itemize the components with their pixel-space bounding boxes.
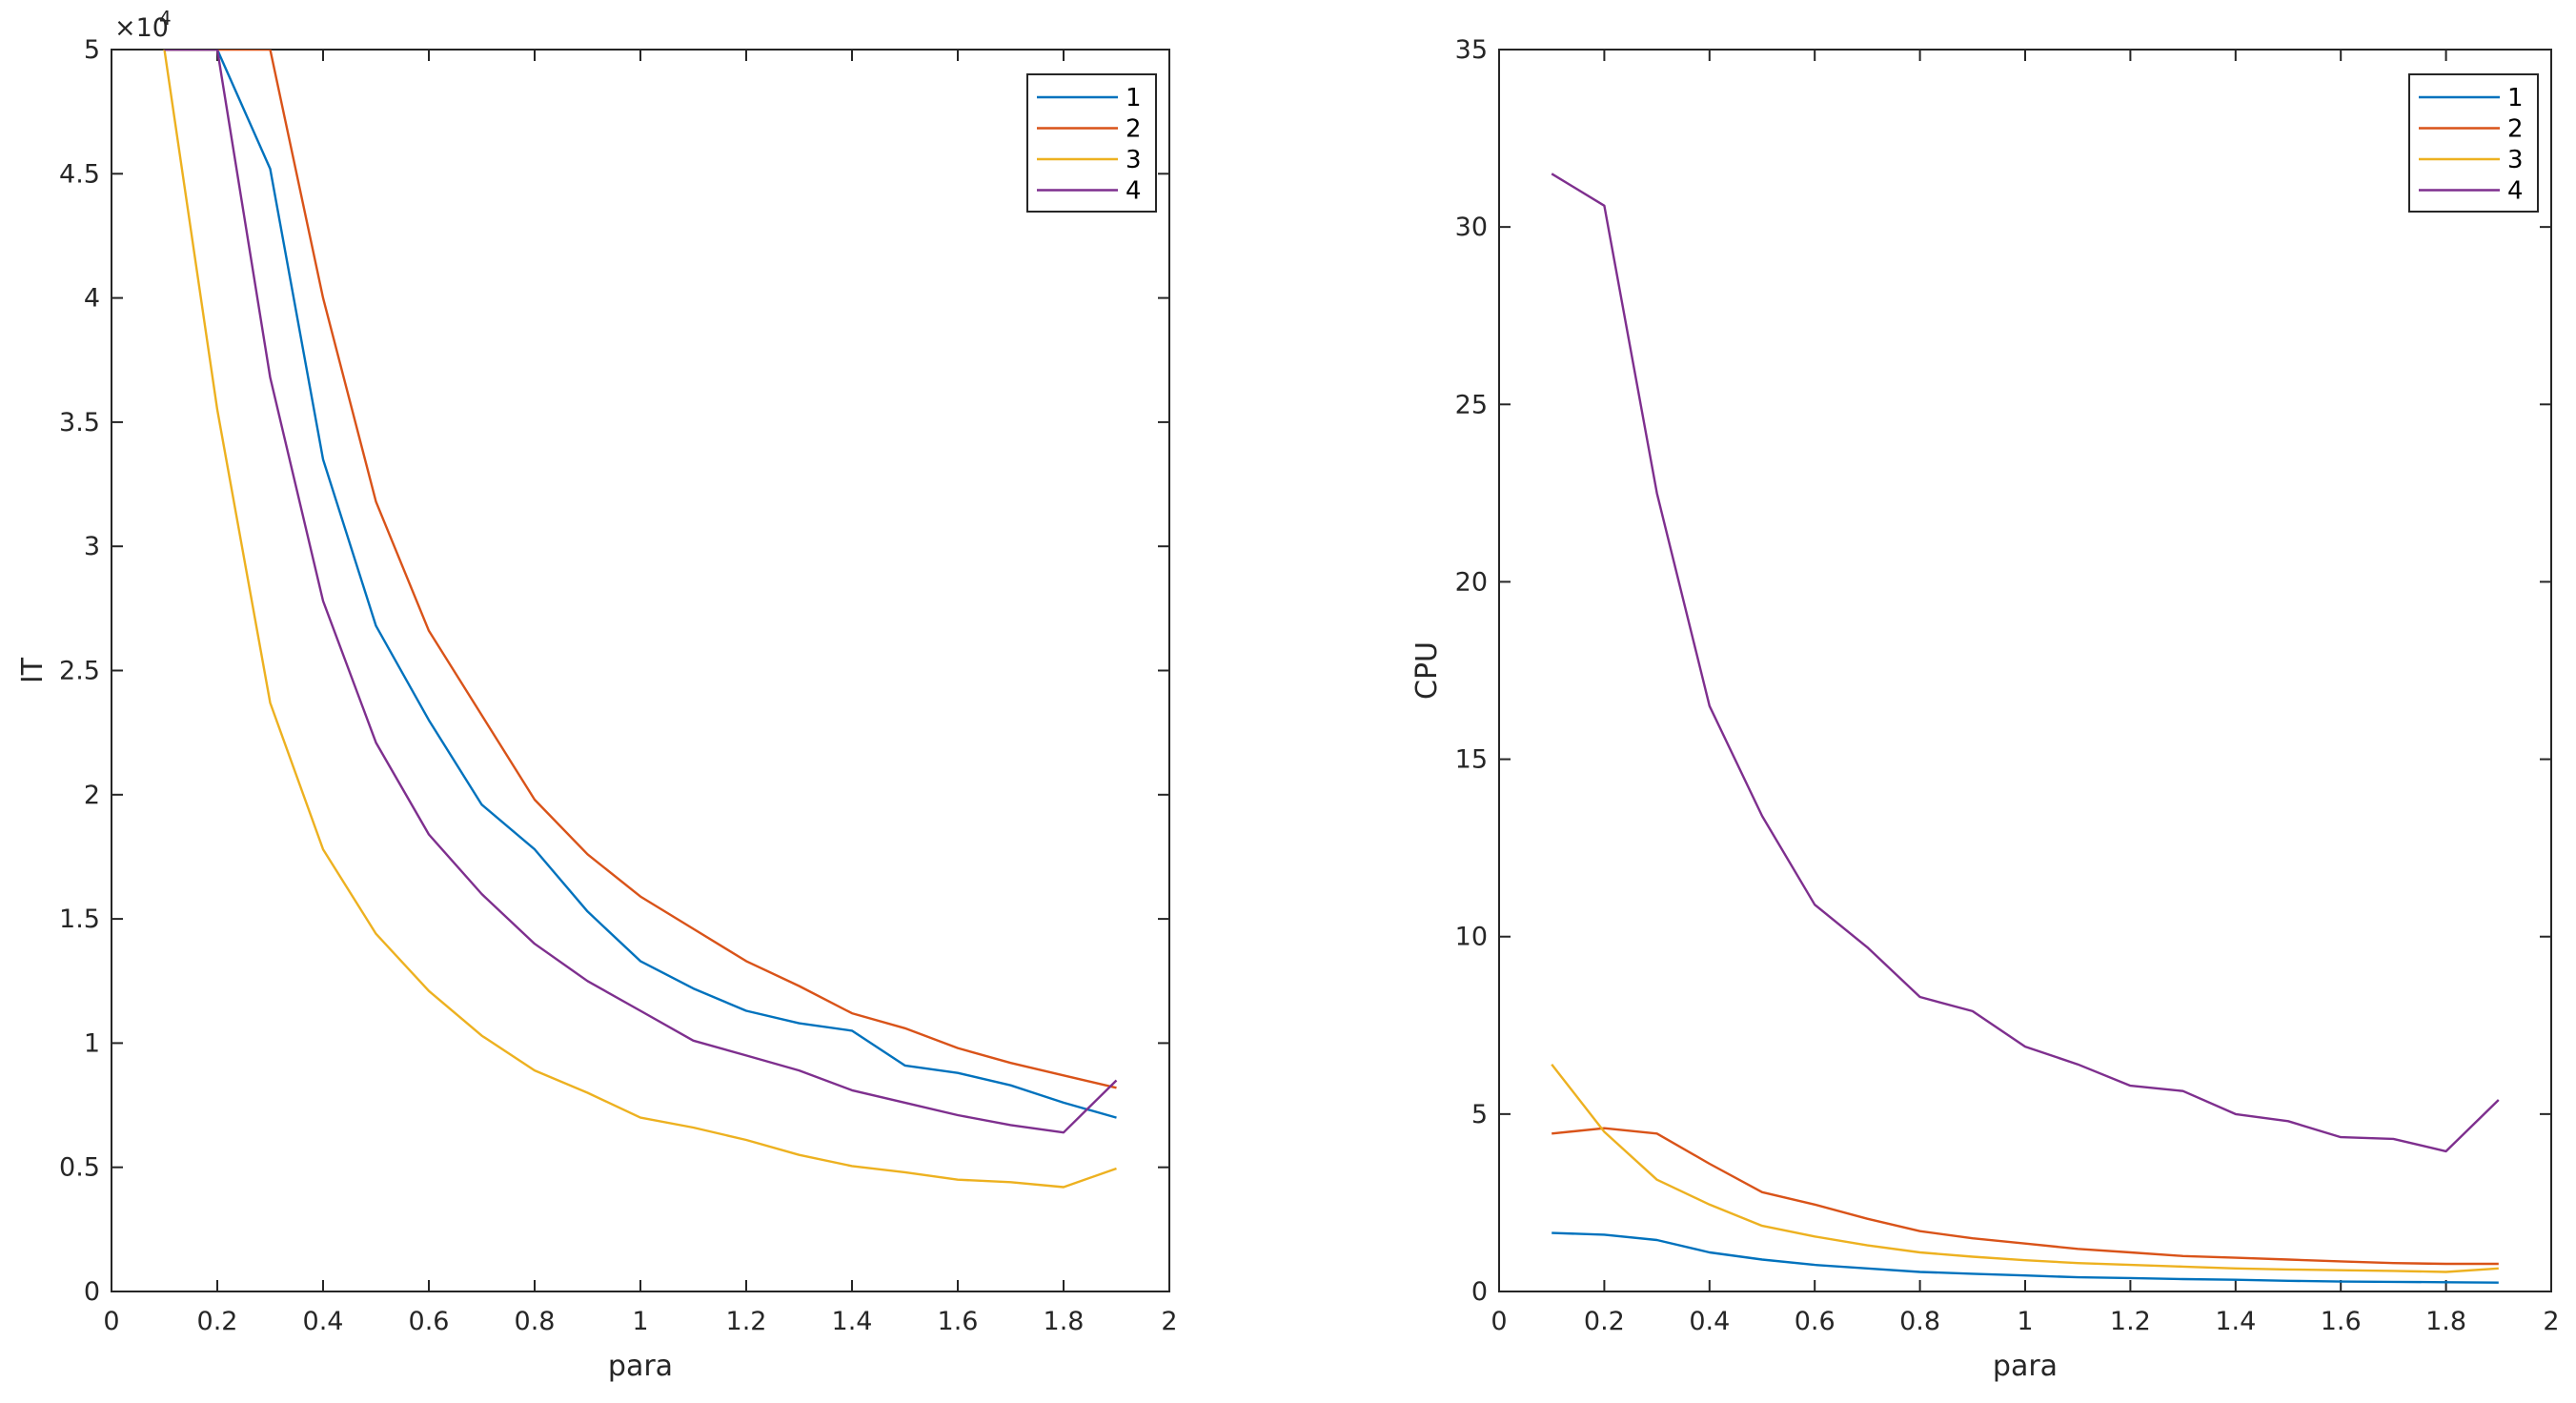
it-x-tick-label: 0.6 [409,1307,450,1336]
it-exponent-power: 4 [159,7,172,30]
cpu-legend-label-2: 2 [2507,115,2524,144]
cpu-y-tick-label: 15 [1455,745,1488,775]
cpu-series-4-line [1551,173,2500,1153]
cpu-series-group [1551,173,2500,1284]
it-x-tick-label: 2 [1161,1307,1177,1336]
cpu-x-tick-label: 2 [2543,1307,2559,1336]
cpu-x-tick-label: 0.6 [1795,1307,1836,1336]
cpu-series-1-line [1552,1231,2499,1284]
cpu-x-axis-label: para [1993,1350,2058,1383]
it-y-tick-label: 2 [84,781,100,810]
cpu-x-tick-label: 1 [2017,1307,2033,1336]
cpu-axes-frame [1498,49,2552,1292]
cpu-y-tick-label: 5 [1471,1100,1488,1129]
it-x-tick-label: 1 [632,1307,648,1336]
it-series-4-line [164,50,1118,1134]
cpu-x-tick-label: 0.8 [1899,1307,1940,1336]
cpu-series-2-line [1552,1127,2499,1266]
it-y-tick-label: 2.5 [59,657,100,686]
it-x-tick-label: 1.6 [938,1307,979,1336]
it-y-tick-label: 5 [84,35,100,65]
it-legend: 1 23 4 [1026,73,1157,213]
it-legend-label-1: 1 [1126,84,1142,112]
it-y-axis-label: IT [16,657,50,683]
cpu-y-tick-label: 35 [1455,35,1488,65]
it-x-tick-label: 0 [103,1307,119,1336]
it-y-tick-label: 4 [84,284,100,314]
it-y-tick-label: 3.5 [59,408,100,437]
it-series-3-line [163,50,1117,1189]
cpu-y-tick-label: 10 [1455,923,1488,952]
cpu-y-axis-label: CPU [1410,641,1444,700]
cpu-x-tick-label: 1.4 [2215,1307,2256,1336]
it-chart: 0 0.2 0.4 0.6 0.8 1 1.2 1.4 1.6 1.8 2 0 0.5 1 1.5 2 2.5 3… [16,7,1178,1383]
it-x-tick-label: 1.2 [726,1307,767,1336]
it-x-tick-label: 1.8 [1044,1307,1085,1336]
cpu-x-tick-label: 1.6 [2321,1307,2362,1336]
it-x-axis-label: para [608,1350,673,1383]
cpu-chart: 0 0.2 0.4 0.6 0.8 1 1.2 1.4 1.6 1.8 20510152025303… [1410,35,2560,1383]
it-y-tick-label: 4.5 [59,159,100,189]
it-series-group [163,50,1118,1189]
it-exponent-label: ×10 [114,13,169,43]
it-x-tick-label: 0.2 [197,1307,238,1336]
it-x-tick-label: 1.4 [832,1307,873,1336]
it-legend-label-3: 3 [1126,146,1142,174]
it-legend-label-4: 4 [1126,177,1142,206]
it-x-tick-label: 0.4 [303,1307,344,1336]
cpu-y-tick-label: 20 [1455,567,1488,597]
it-y-tick-label: 3 [84,532,100,561]
cpu-y-tick-label: 0 [1471,1277,1488,1307]
it-axes-frame [111,49,1170,1292]
cpu-x-tick-label: 0 [1491,1307,1507,1336]
cpu-y-tick-label: 30 [1455,213,1488,242]
cpu-legend: 1 23 4 [2408,73,2539,213]
cpu-legend-label-4: 4 [2507,177,2524,206]
it-y-tick-label: 1 [84,1028,100,1058]
it-legend-label-2: 2 [1126,115,1142,144]
cpu-x-tick-label: 0.4 [1689,1307,1730,1336]
cpu-legend-label-1: 1 [2507,84,2524,112]
it-x-tick-label: 0.8 [515,1307,556,1336]
cpu-y-tick-label: 25 [1455,390,1488,419]
it-y-tick-label: 0.5 [59,1153,100,1183]
it-y-tick-label: 1.5 [59,905,100,934]
it-y-tick-label: 0 [84,1277,100,1307]
cpu-x-tick-label: 1.8 [2425,1307,2466,1336]
cpu-x-tick-label: 0.2 [1584,1307,1625,1336]
cpu-legend-label-3: 3 [2507,146,2524,174]
cpu-series-3-line [1551,1063,2499,1273]
cpu-x-tick-label: 1.2 [2110,1307,2151,1336]
